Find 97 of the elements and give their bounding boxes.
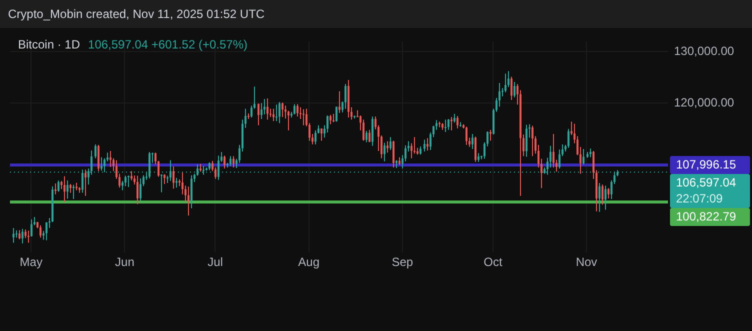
ref-line-label: 107,996.15 (676, 157, 736, 172)
candlestick (552, 134, 554, 168)
candlestick (232, 156, 234, 168)
candlestick (22, 228, 24, 244)
candlestick (514, 81, 516, 98)
candlestick (258, 103, 260, 126)
candlestick (122, 180, 124, 191)
candlestick (602, 184, 604, 206)
candlestick (28, 230, 30, 244)
candlestick (338, 90, 340, 114)
candlestick (170, 160, 172, 182)
candlestick (362, 119, 364, 142)
candlestick (66, 180, 68, 200)
candlestick (330, 114, 332, 125)
candlestick (366, 130, 368, 143)
candlestick (82, 169, 84, 194)
ref-line-label: 100,822.79 (676, 209, 736, 224)
chart-subtitle: 106,597.04 +601.52 (+0.57%) (88, 38, 248, 52)
candlestick (164, 174, 166, 185)
candlestick (264, 98, 266, 115)
candlestick (172, 166, 174, 190)
candlestick (320, 128, 322, 142)
x-tick-label: Sep (392, 255, 414, 270)
candlestick (472, 134, 474, 150)
candlestick (558, 148, 560, 170)
candlestick (260, 102, 262, 120)
candlestick (368, 129, 370, 143)
candlestick (18, 230, 20, 240)
candlestick (444, 119, 446, 132)
candlestick (94, 144, 96, 159)
x-tick-label: Jul (208, 255, 223, 270)
candlestick (504, 73, 506, 93)
candlestick (336, 106, 338, 122)
candlestick (64, 176, 66, 203)
candlestick (294, 104, 296, 115)
candlestick (386, 140, 388, 154)
candlestick (272, 108, 274, 122)
candlestick (390, 136, 392, 150)
candlestick (58, 180, 60, 192)
candlestick (450, 116, 452, 131)
candlestick (466, 126, 468, 146)
candlestick (568, 128, 570, 148)
x-tick-label: Aug (298, 255, 320, 270)
candlestick (276, 104, 278, 122)
candlestick (474, 136, 476, 162)
text: Crypto_Mobin created, Nov 11, 2025 01:52 UTC (8, 7, 265, 21)
candlestick (230, 156, 232, 166)
chart-title: Bitcoin · 1D (18, 38, 80, 52)
candlestick (302, 108, 304, 126)
candlestick (448, 118, 450, 130)
candlestick (40, 224, 42, 238)
candlestick (414, 136, 416, 154)
candlestick (424, 139, 426, 152)
candlestick (46, 222, 48, 241)
y-tick-label: 130,000.00 (674, 44, 734, 58)
candlestick (392, 140, 394, 168)
x-tick-label: Oct (484, 255, 503, 270)
candlestick (160, 174, 162, 193)
candlestick (224, 155, 226, 170)
candlestick (190, 174, 192, 209)
candlestick (136, 175, 138, 205)
candlestick (526, 124, 528, 158)
candlestick (282, 102, 284, 118)
candlestick (344, 83, 346, 110)
candlestick (296, 104, 298, 117)
candlestick (508, 70, 510, 88)
x-tick-label: Nov (576, 255, 598, 270)
y-tick-label: 120,000.00 (674, 95, 734, 110)
candlestick (130, 170, 132, 181)
candlestick (98, 144, 100, 172)
candlestick (426, 138, 428, 152)
candlestick (582, 148, 584, 165)
candlestick (12, 228, 14, 244)
candlestick (490, 129, 492, 142)
candlestick (532, 125, 534, 157)
candlestick (54, 183, 56, 195)
candlestick (372, 116, 374, 146)
candlestick (608, 188, 610, 199)
ref-line-label: 106,597.04 (676, 175, 736, 190)
x-tick-label: Jun (115, 255, 134, 270)
candlestick (278, 102, 280, 124)
candlestick (30, 218, 32, 238)
candlestick (266, 98, 268, 120)
candlestick (510, 76, 512, 100)
candlestick (188, 186, 190, 216)
candlestick (456, 115, 458, 129)
candlestick (218, 155, 220, 180)
candlestick (110, 150, 112, 168)
candlestick (604, 185, 606, 210)
candlestick (100, 156, 102, 172)
candlestick (124, 175, 126, 187)
candlestick (140, 178, 142, 202)
x-tick-label: May (20, 255, 42, 270)
candlestick (598, 182, 600, 212)
text: 22:07:09 (676, 191, 724, 206)
candlestick (84, 169, 86, 196)
candlestick (384, 142, 386, 162)
